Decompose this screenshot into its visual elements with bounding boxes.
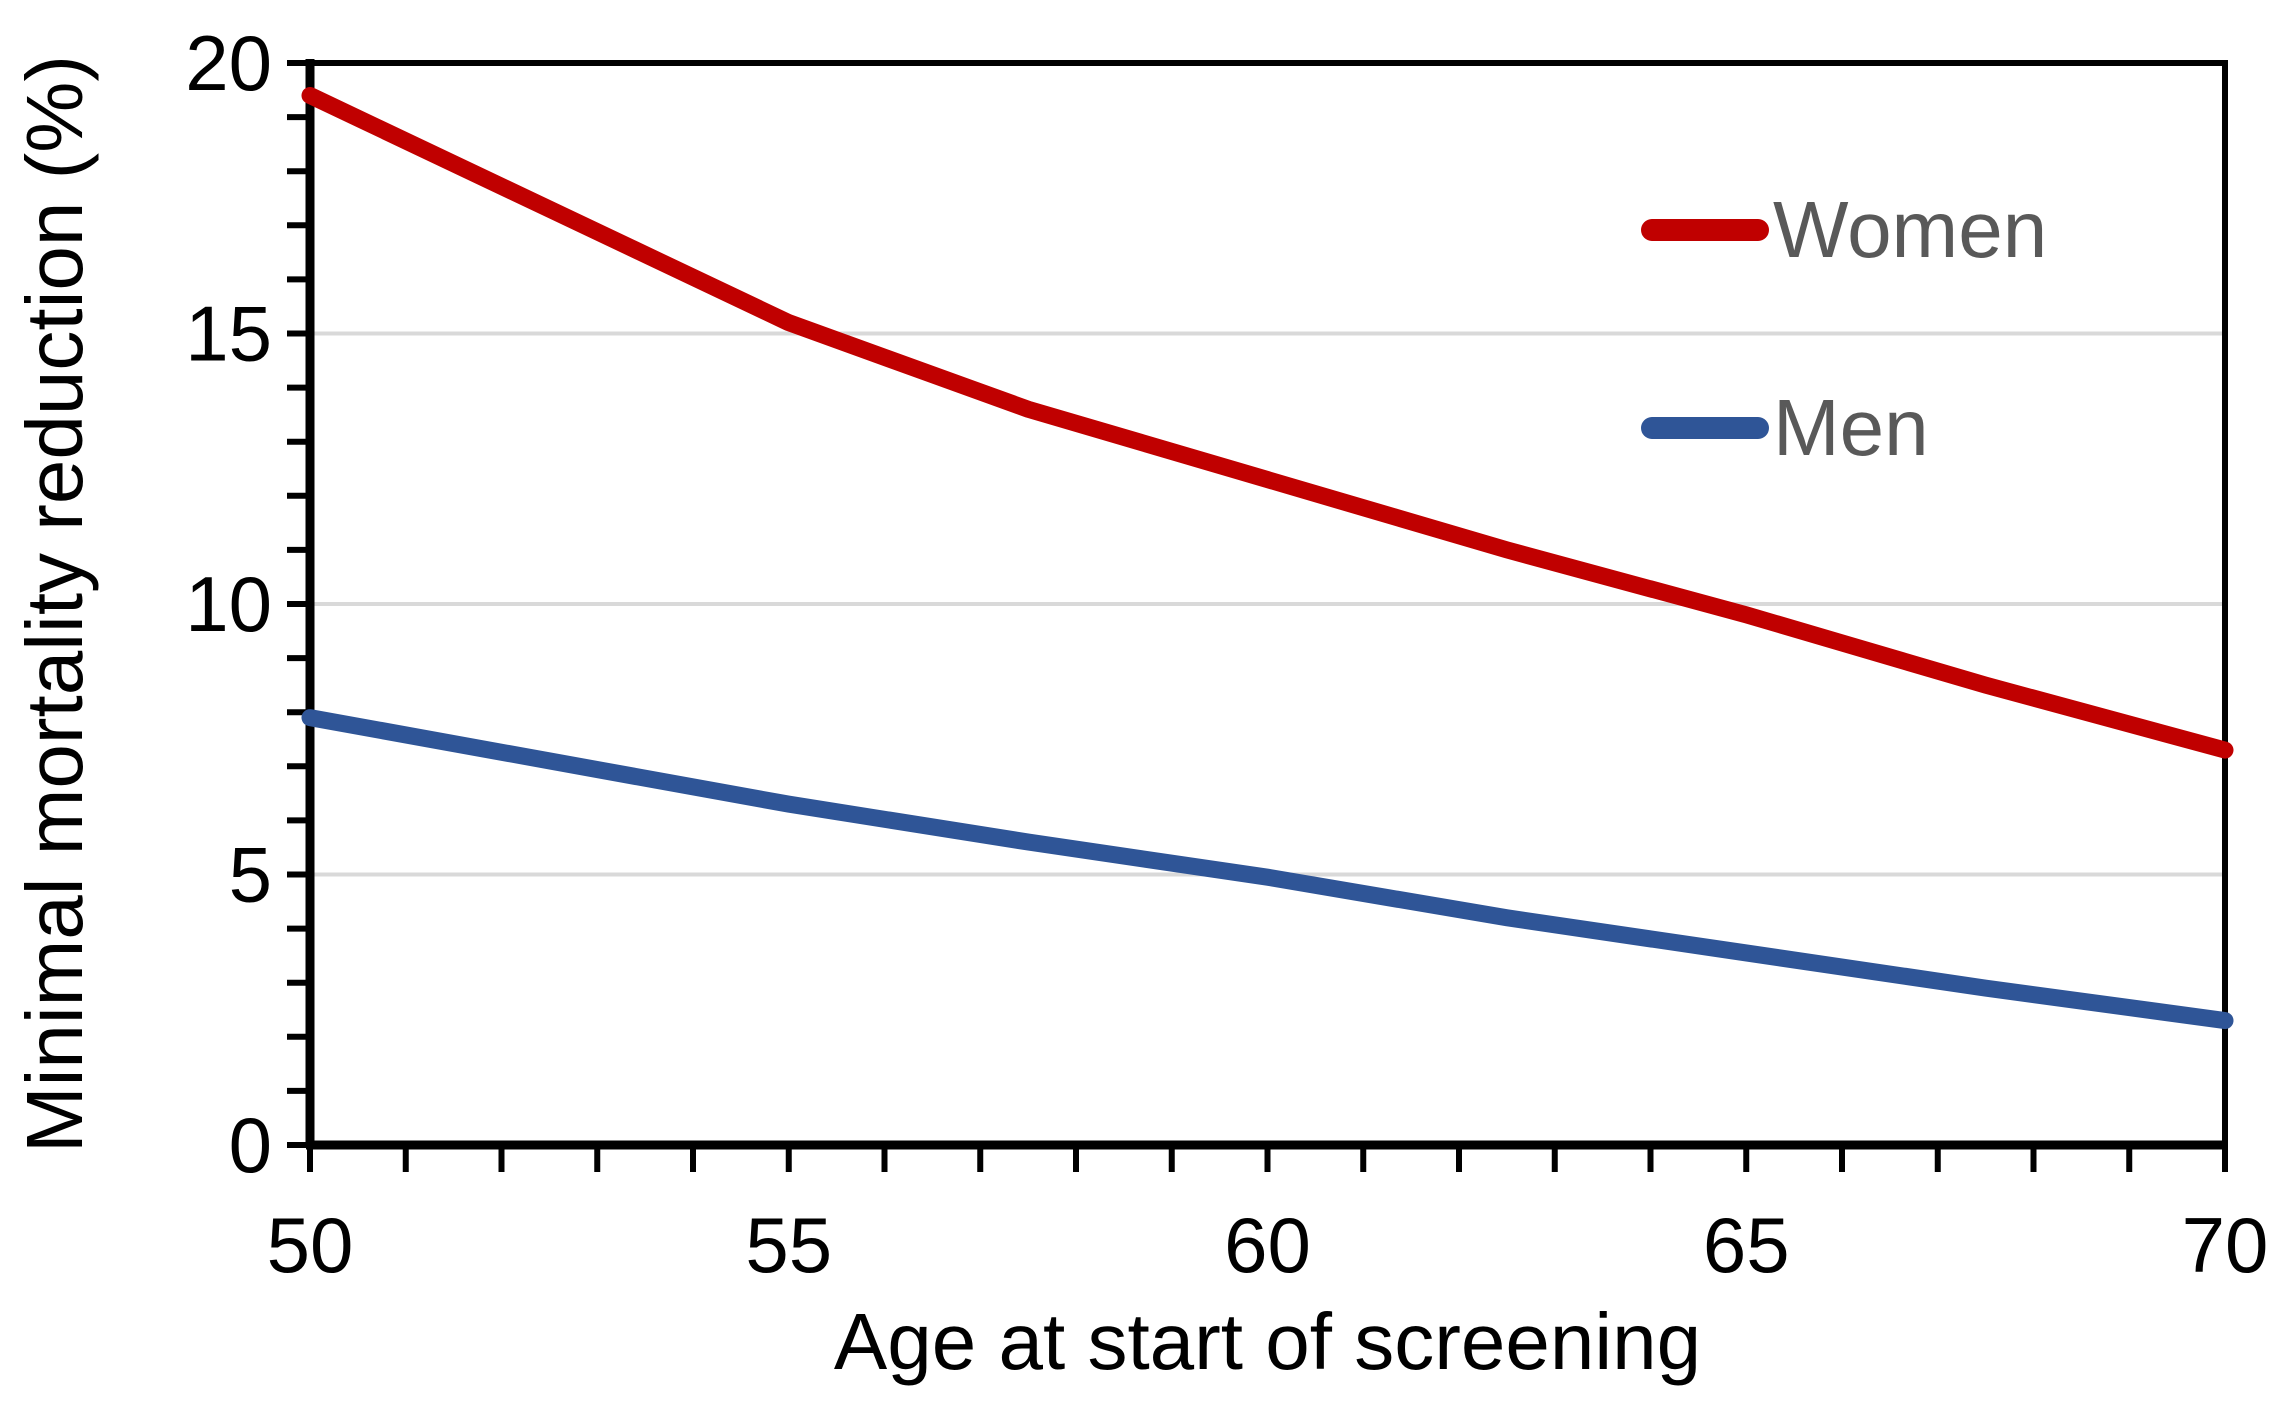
y-tick-label: 15: [185, 290, 272, 378]
x-axis-title: Age at start of screening: [833, 1297, 1702, 1386]
y-axis-title: Minimal mortality reduction (%): [10, 54, 99, 1154]
x-tick-label: 50: [267, 1201, 354, 1289]
women-line-swatch: [1641, 219, 1769, 241]
x-tick-label: 55: [745, 1201, 832, 1289]
x-tick-label: 70: [2182, 1201, 2269, 1289]
legend-label-women: Women: [1773, 185, 2048, 274]
legend-item-women: Women: [1641, 184, 2047, 276]
y-tick-label: 0: [229, 1101, 272, 1189]
men-line-swatch: [1641, 417, 1769, 439]
x-tick-label: 65: [1703, 1201, 1790, 1289]
series-line-women: [301, 86, 2234, 759]
y-tick-label: 5: [229, 831, 272, 919]
x-tick-label: 60: [1224, 1201, 1311, 1289]
series-line-men: [301, 709, 2234, 1030]
legend-item-men: Men: [1641, 382, 1929, 474]
y-tick-label: 10: [185, 560, 272, 648]
y-tick-label: 20: [185, 19, 272, 107]
legend-label-men: Men: [1773, 383, 1929, 472]
